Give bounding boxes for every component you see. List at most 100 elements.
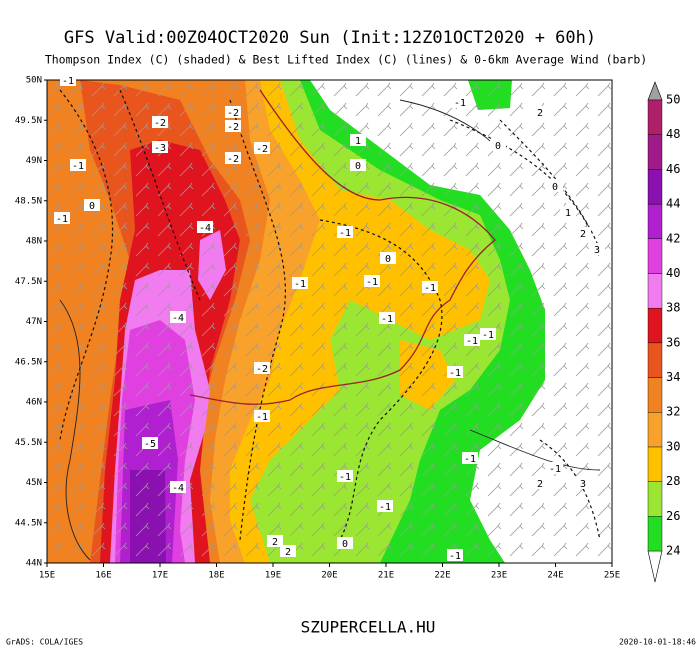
contour-label-box <box>532 477 548 489</box>
contour-label-box <box>254 410 270 422</box>
contour-label-box <box>54 212 70 224</box>
contour-label-box <box>84 199 100 211</box>
contour-label: 2 <box>580 229 586 240</box>
colorbar: 24 26 28 30 32 34 36 38 40 42 44 46 48 50 <box>647 81 680 583</box>
contour-label-box <box>60 74 76 86</box>
contour-label-box <box>377 500 393 512</box>
border <box>189 89 496 405</box>
contour-label: -2 <box>227 154 239 165</box>
software-credit: GrADS: COLA/IGES <box>6 638 83 647</box>
longitude-label: 15E <box>39 571 55 581</box>
colorbar-label: 46 <box>666 162 680 176</box>
subtitle: Thompson Index (C) (shaded) & Best Lifte… <box>45 53 647 67</box>
contour-label-box <box>337 537 353 549</box>
contour-label: -1 <box>449 551 461 562</box>
latitude-label: 49N <box>26 156 42 166</box>
contour-label: 2 <box>285 547 291 558</box>
contour-label-box <box>447 549 463 561</box>
contour-label: 0 <box>342 539 348 550</box>
contour-label: -1 <box>366 277 378 288</box>
contour-label: -1 <box>381 314 393 325</box>
contour-label-box <box>337 470 353 482</box>
contour-label: -1 <box>56 214 68 225</box>
latitude-label: 49.5N <box>15 116 42 126</box>
colorbar-segment <box>647 307 663 344</box>
contour-label: -3 <box>154 143 166 154</box>
axes: 50N 49.5N 49N 48.5N 48N 47.5N 47N 46.5N 46N 45.5N… <box>15 76 620 581</box>
latitude-label: 44N <box>26 559 42 569</box>
contour-label-box <box>350 159 366 171</box>
colorbar-segment <box>647 516 663 552</box>
colorbar-segment <box>647 203 663 239</box>
contour-label-box <box>225 152 241 164</box>
contour-label: -5 <box>144 439 156 450</box>
contour-label-box <box>452 96 468 108</box>
contour-label-box <box>532 106 548 118</box>
contour-label-box <box>254 362 270 374</box>
latitude-label: 46.5N <box>15 357 42 367</box>
colorbar-label: 42 <box>666 231 680 245</box>
contour-labels: -1 -2 -2 -2 -3 -2 -2 -1 0 -1 -4 -1 -1 0 -1 -1 -4 -1 -1 -1 -2… <box>54 74 605 562</box>
contour-label: 2 <box>537 108 543 119</box>
colorbar-label: 30 <box>666 439 680 453</box>
latitude-label: 44.5N <box>15 518 42 528</box>
latitude-label: 45N <box>26 478 42 488</box>
contour-label: -1 <box>256 412 268 423</box>
contour-label-box <box>350 134 366 146</box>
contour-label-box <box>152 116 168 128</box>
contour-label: -1 <box>464 454 476 465</box>
contour-label-box <box>70 159 86 171</box>
latitude-label: 48.5N <box>15 196 42 206</box>
contour-label: -1 <box>294 279 306 290</box>
longitude-label: 23E <box>491 571 507 581</box>
contour-label: -1 <box>379 502 391 513</box>
contour-label: 3 <box>580 479 586 490</box>
longitude-label: 18E <box>208 571 224 581</box>
colorbar-segment <box>647 412 663 448</box>
contour-label: 1 <box>565 208 571 219</box>
contour-label-box <box>364 275 380 287</box>
latitude-label: 50N <box>26 76 42 86</box>
colorbar-label: 32 <box>666 405 680 419</box>
contour-label-box <box>170 481 186 493</box>
contour-label: -1 <box>424 283 436 294</box>
longitude-label: 20E <box>321 571 337 581</box>
contour-label-box <box>152 141 168 153</box>
latitude-label: 47N <box>26 317 42 327</box>
colorbar-segment <box>647 134 663 170</box>
contour-label: 0 <box>355 161 361 172</box>
contour-label: 0 <box>495 141 501 152</box>
latitude-label: 47.5N <box>15 277 42 287</box>
contour-label-box <box>447 366 463 378</box>
colorbar-label: 50 <box>666 93 680 107</box>
contour-label-box <box>464 334 480 346</box>
contour-label-box <box>379 312 395 324</box>
contour-label-box <box>197 221 213 233</box>
contour-label: -1 <box>339 228 351 239</box>
longitude-label: 19E <box>265 571 281 581</box>
colorbar-segment <box>647 238 663 274</box>
contour-label-box <box>254 142 270 154</box>
contour-label: -2 <box>227 108 239 119</box>
colorbar-label: 34 <box>666 370 680 384</box>
contour-label: -2 <box>256 364 268 375</box>
colorbar-segment <box>647 273 663 309</box>
contour-label: -4 <box>172 313 184 324</box>
contour-label-box <box>422 281 438 293</box>
longitude-label: 24E <box>547 571 563 581</box>
contour-label: -2 <box>154 118 166 129</box>
colorbar-label: 44 <box>666 197 680 211</box>
contour-label-box <box>280 545 296 557</box>
contour-label-box <box>292 277 308 289</box>
contour-label-box <box>560 206 576 218</box>
contour-label-box <box>380 252 396 264</box>
contour-label: 0 <box>385 254 391 265</box>
contour-label: -1 <box>339 472 351 483</box>
colorbar-label: 40 <box>666 266 680 280</box>
contour-label: -1 <box>454 98 466 109</box>
wind-barbs <box>47 80 612 563</box>
map-area <box>47 80 612 563</box>
contour-label: -4 <box>172 483 184 494</box>
contour-label: 0 <box>89 201 95 212</box>
title: GFS Valid:00Z04OCT2020 Sun (Init:12Z01OC… <box>64 28 596 48</box>
